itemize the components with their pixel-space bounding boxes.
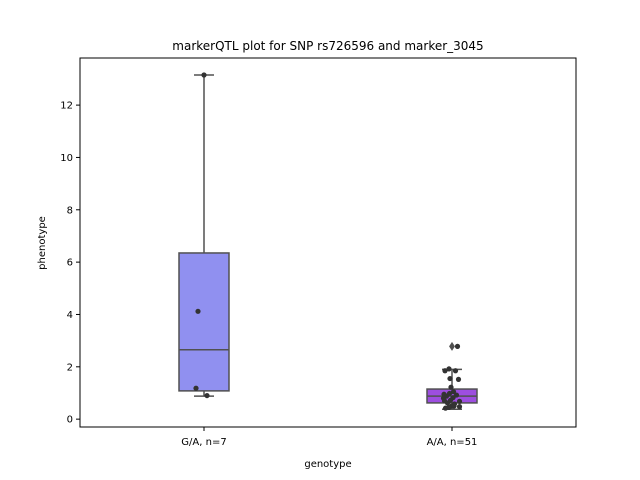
data-point <box>204 392 210 399</box>
data-point <box>442 368 448 374</box>
y-tick-label: 8 <box>67 205 73 216</box>
y-tick-label: 6 <box>67 258 73 269</box>
y-tick-label: 0 <box>67 415 73 426</box>
chart-title: markerQTL plot for SNP rs726596 and mark… <box>172 39 483 53</box>
data-point <box>454 343 461 349</box>
data-point <box>448 384 454 390</box>
data-point <box>452 368 459 374</box>
data-point <box>446 404 452 410</box>
outlier-marker <box>449 341 455 351</box>
x-tick-label: A/A, n=51 <box>427 437 478 448</box>
x-tick-label: G/A, n=7 <box>181 437 226 448</box>
y-axis-title: phenotype <box>37 216 48 270</box>
y-tick-label: 2 <box>67 362 73 373</box>
y-tick-label: 10 <box>60 153 73 164</box>
y-tick-label: 4 <box>67 310 73 321</box>
data-point <box>440 395 447 401</box>
data-point <box>451 403 457 409</box>
data-point <box>201 72 207 78</box>
box-iqr <box>178 252 230 392</box>
data-point <box>195 308 201 314</box>
data-point <box>193 385 199 391</box>
data-point <box>453 392 460 398</box>
plot-area: 0 2 4 6 8 10 12 G/A, n=7 A/A, n=51 <box>60 72 478 448</box>
data-point <box>447 375 453 382</box>
data-point <box>450 389 457 395</box>
data-point <box>456 398 463 404</box>
data-point <box>446 366 452 372</box>
data-point <box>455 376 462 382</box>
x-axis-title: genotype <box>304 459 351 470</box>
plot-frame <box>79 57 577 428</box>
data-point <box>446 390 453 397</box>
y-tick-label: 12 <box>60 101 73 112</box>
data-point <box>447 397 454 403</box>
data-point <box>456 403 463 410</box>
